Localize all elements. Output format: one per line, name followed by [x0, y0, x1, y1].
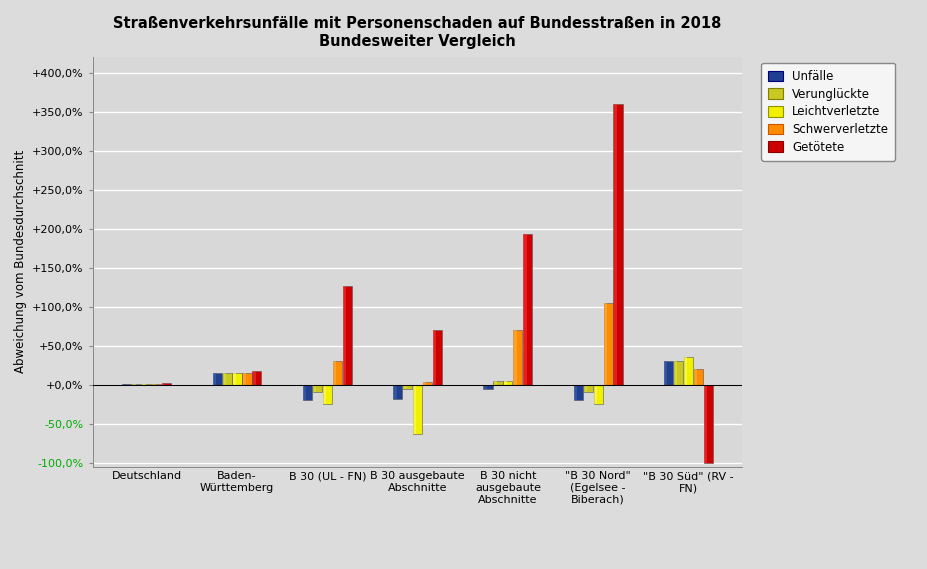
- Legend: Unfälle, Verunglückte, Leichtverletzte, Schwerverletzte, Getötete: Unfälle, Verunglückte, Leichtverletzte, …: [760, 63, 895, 161]
- Bar: [693, 369, 702, 385]
- Bar: [432, 330, 441, 385]
- Bar: [613, 104, 616, 385]
- Bar: [162, 383, 165, 385]
- Bar: [503, 381, 506, 385]
- Bar: [303, 385, 306, 400]
- Bar: [483, 385, 487, 389]
- Bar: [233, 373, 241, 385]
- Bar: [583, 385, 587, 393]
- Bar: [502, 381, 512, 385]
- Bar: [423, 382, 425, 385]
- Bar: [252, 370, 261, 385]
- Bar: [212, 373, 222, 385]
- Bar: [673, 361, 677, 385]
- Bar: [393, 385, 396, 399]
- Bar: [673, 361, 682, 385]
- Bar: [603, 303, 606, 385]
- Bar: [212, 373, 216, 385]
- Bar: [704, 385, 706, 463]
- Bar: [693, 369, 696, 385]
- Bar: [162, 383, 171, 385]
- Bar: [613, 104, 622, 385]
- Bar: [312, 385, 316, 393]
- Bar: [573, 385, 582, 400]
- Bar: [393, 385, 402, 399]
- Bar: [513, 330, 522, 385]
- Title: Straßenverkehrsunfälle mit Personenschaden auf Bundesstraßen in 2018
Bundesweite: Straßenverkehrsunfälle mit Personenschad…: [113, 17, 721, 49]
- Bar: [302, 385, 311, 400]
- Bar: [603, 303, 612, 385]
- Bar: [523, 234, 532, 385]
- Bar: [423, 382, 432, 385]
- Bar: [493, 381, 502, 385]
- Bar: [342, 286, 351, 385]
- Bar: [242, 373, 246, 385]
- Bar: [323, 385, 325, 404]
- Bar: [402, 385, 412, 389]
- Bar: [703, 385, 712, 463]
- Bar: [523, 234, 526, 385]
- Bar: [413, 385, 422, 434]
- Bar: [342, 286, 346, 385]
- Bar: [573, 385, 577, 400]
- Bar: [222, 373, 225, 385]
- Bar: [323, 385, 332, 404]
- Bar: [683, 357, 692, 385]
- Bar: [483, 385, 492, 389]
- Bar: [222, 373, 232, 385]
- Bar: [683, 357, 687, 385]
- Bar: [333, 361, 336, 385]
- Bar: [403, 385, 406, 389]
- Bar: [252, 370, 256, 385]
- Bar: [664, 361, 667, 385]
- Bar: [413, 385, 416, 434]
- Bar: [593, 385, 596, 404]
- Bar: [233, 373, 235, 385]
- Bar: [583, 385, 592, 393]
- Bar: [242, 373, 251, 385]
- Bar: [332, 361, 341, 385]
- Y-axis label: Abweichung vom Bundesdurchschnitt: Abweichung vom Bundesdurchschnitt: [14, 150, 27, 373]
- Bar: [513, 330, 516, 385]
- Bar: [493, 381, 496, 385]
- Bar: [664, 361, 672, 385]
- Bar: [312, 385, 322, 393]
- Bar: [433, 330, 436, 385]
- Bar: [593, 385, 602, 404]
